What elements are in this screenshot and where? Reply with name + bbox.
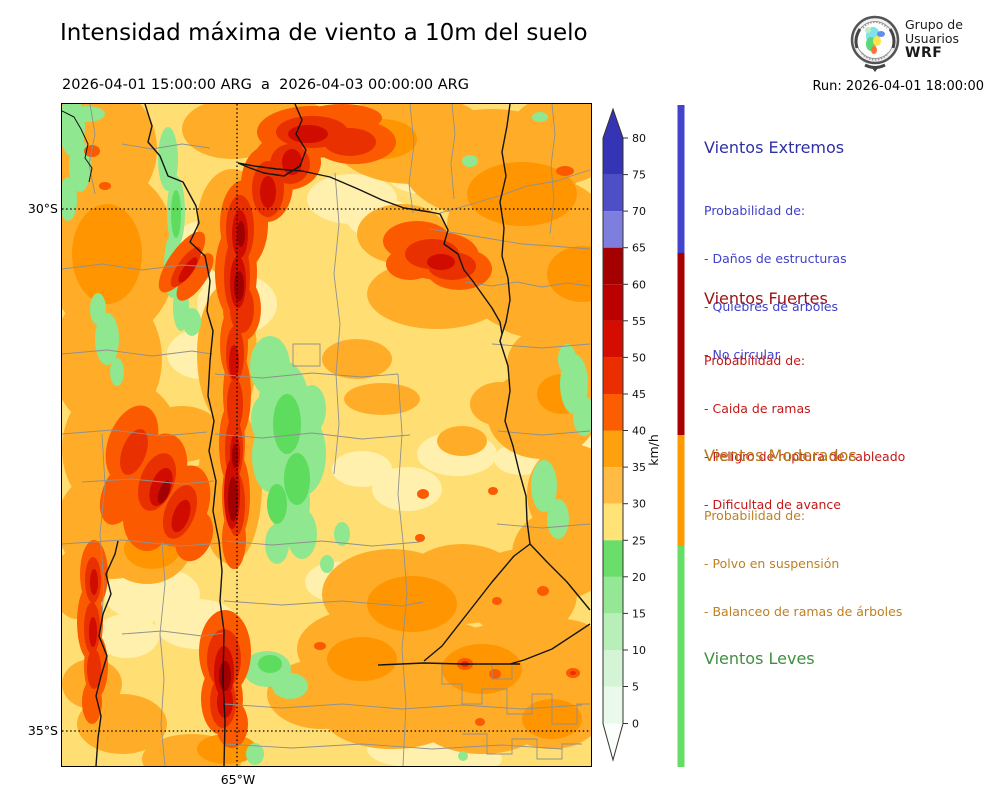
svg-text:10: 10 [632,644,646,657]
svg-text:30: 30 [632,498,646,511]
map-province-borders [62,104,591,766]
legend-fuertes-title: Vientos Fuertes [704,289,828,308]
category-bar-extremos [677,105,685,253]
svg-text:15: 15 [632,607,646,620]
svg-text:35: 35 [632,461,646,474]
category-bar-leves [677,546,685,767]
legend-leves-title: Vientos Leves [704,649,815,668]
legend-leves: Vientos Leves [704,649,996,668]
colorbar-tick-labels: 80 75 70 65 60 55 50 45 40 35 30 25 20 15 10 5 0 [632,132,646,731]
colorbar: 80 75 70 65 60 55 50 45 40 35 30 25 20 15 10 5 0… [602,107,661,762]
svg-text:50: 50 [632,351,646,364]
run-label: Run: 2026-04-01 18:00:00 [812,79,984,94]
legend-extremos-title: Vientos Extremos [704,138,845,157]
svg-text:20: 20 [632,571,646,584]
legend-extremos: Vientos Extremos Probabilidad de: - Daño… [704,138,996,395]
lat-label-35s: 35°S [27,723,58,738]
svg-text:45: 45 [632,388,646,401]
colorbar-segments [602,107,624,762]
svg-text:0: 0 [632,718,639,731]
svg-text:65: 65 [632,242,646,255]
legend-moderados: Vientos Moderados Probabilidad de: - Pol… [704,446,996,652]
svg-text:80: 80 [632,132,646,145]
date-range: 2026-04-01 15:00:00 ARG a 2026-04-03 00:… [62,77,469,93]
map-green-cores [171,190,310,673]
wrf-logo-text: Grupo de Usuarios WRF [905,17,963,61]
svg-text:25: 25 [632,534,646,547]
logo-line-3: WRF [905,45,943,61]
wind-intensity-map [62,104,591,766]
colorbar-unit-label: km/h [646,434,661,466]
svg-text:70: 70 [632,205,646,218]
svg-text:5: 5 [632,681,639,694]
svg-text:55: 55 [632,315,646,328]
svg-text:40: 40 [632,425,646,438]
svg-text:60: 60 [632,278,646,291]
svg-text:75: 75 [632,169,646,182]
map-main-borders [62,104,591,766]
legend-extremos-items: Probabilidad de: - Daños de estructuras … [704,203,847,362]
legend-fuertes: Vientos Fuertes Probabilidad de: - Caida… [704,289,996,545]
colorbar-under-arrow [603,723,623,760]
category-bar-moderados [677,435,685,546]
colorbar-tickmarks [623,137,628,724]
logo-line-1: Grupo de [905,17,963,32]
legend-moderados-items: Probabilidad de: - Polvo en suspensión -… [704,508,903,619]
colorbar-over-arrow [603,109,623,138]
map-panel [61,103,592,767]
legend-fuertes-items: Probabilidad de: - Caida de ramas - Peli… [704,353,906,512]
lat-label-30s: 30°S [27,201,58,216]
wrf-logo-emblem [850,15,900,72]
page-title: Intensidad máxima de viento a 10m del su… [60,20,588,46]
wrf-logo: Grupo de Usuarios WRF [848,10,998,72]
category-bar [677,105,685,767]
category-bar-fuertes [677,253,685,435]
legend-moderados-title: Vientos Moderados [704,446,857,465]
logo-line-2: Usuarios [905,31,960,46]
lon-label-65w: 65°W [220,772,256,787]
